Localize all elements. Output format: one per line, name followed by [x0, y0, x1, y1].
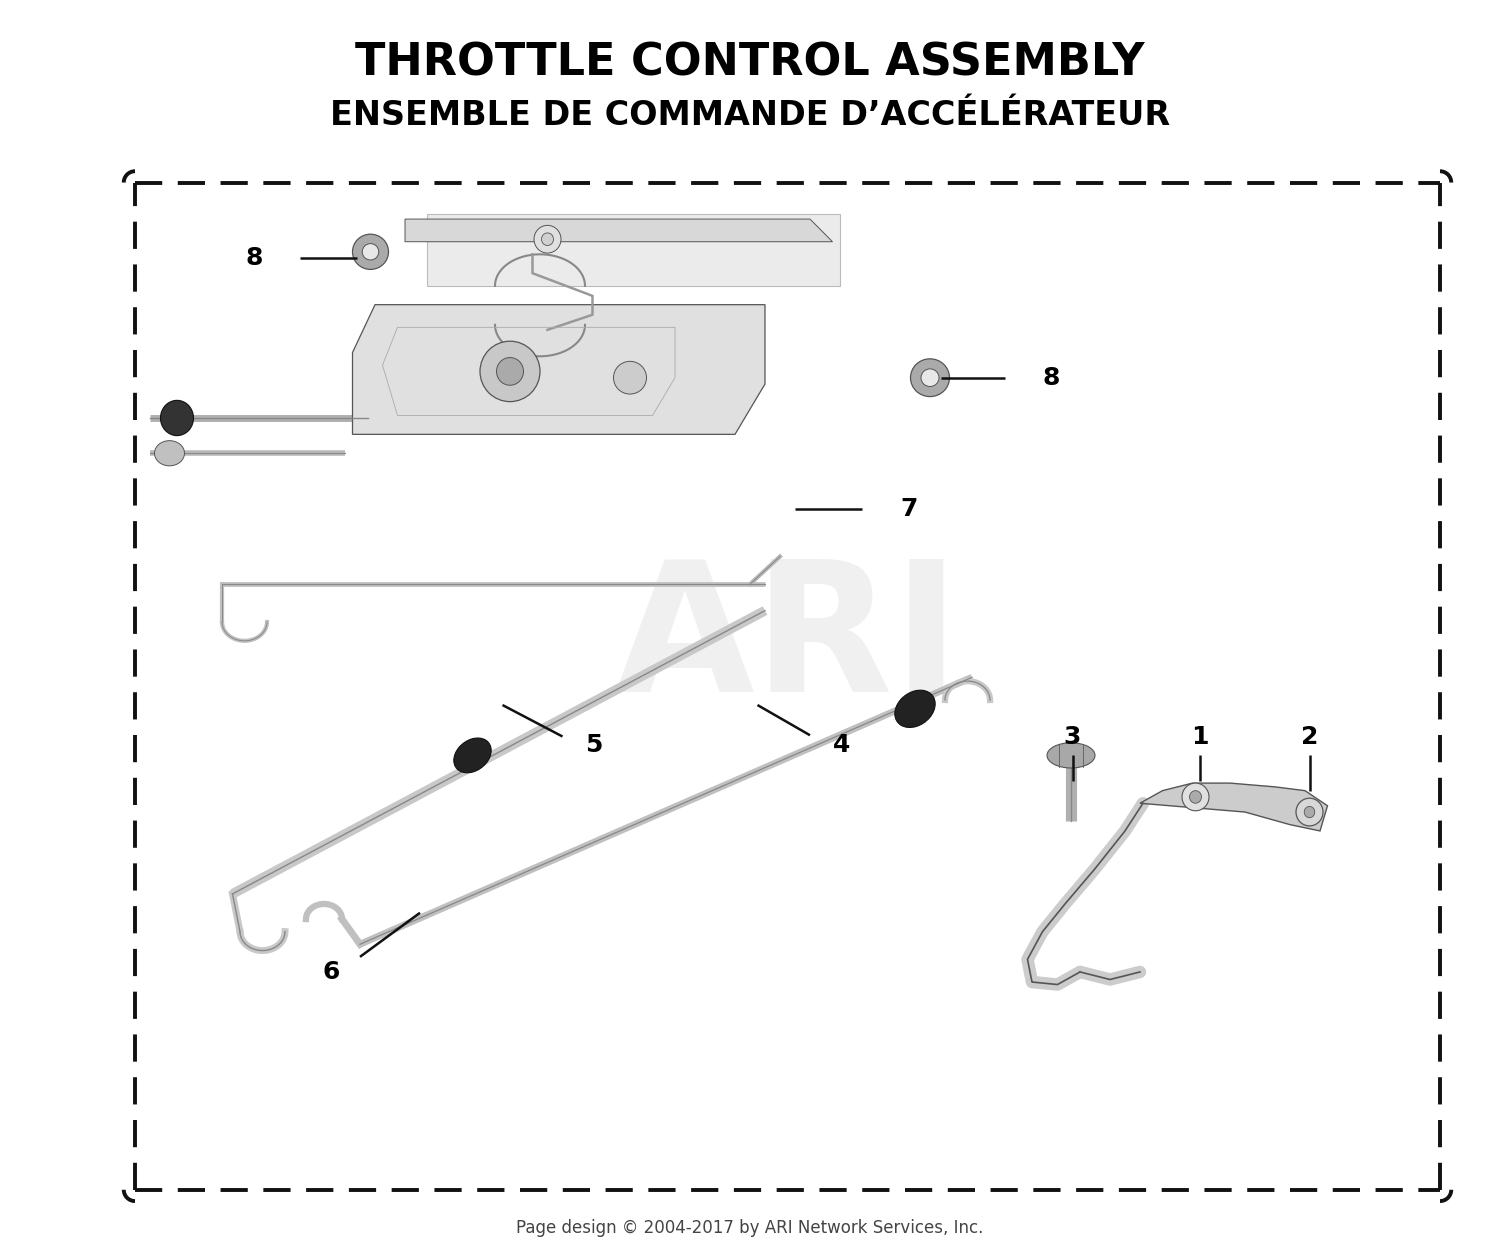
Text: 7: 7 — [900, 496, 918, 521]
Text: ENSEMBLE DE COMMANDE D’ACCÉLÉRATEUR: ENSEMBLE DE COMMANDE D’ACCÉLÉRATEUR — [330, 99, 1170, 132]
Ellipse shape — [921, 369, 939, 387]
Ellipse shape — [160, 400, 194, 436]
Ellipse shape — [496, 358, 523, 385]
Text: Page design © 2004-2017 by ARI Network Services, Inc.: Page design © 2004-2017 by ARI Network S… — [516, 1219, 984, 1236]
Ellipse shape — [1047, 743, 1095, 768]
Text: 8: 8 — [1042, 365, 1060, 390]
Ellipse shape — [363, 244, 378, 261]
Ellipse shape — [454, 738, 490, 773]
Polygon shape — [427, 214, 840, 286]
Text: 2: 2 — [1300, 724, 1318, 749]
Polygon shape — [1140, 783, 1328, 831]
Ellipse shape — [614, 361, 646, 394]
Ellipse shape — [1182, 783, 1209, 811]
Text: ARI: ARI — [615, 554, 960, 730]
Ellipse shape — [154, 441, 184, 466]
Text: 1: 1 — [1191, 724, 1209, 749]
Text: THROTTLE CONTROL ASSEMBLY: THROTTLE CONTROL ASSEMBLY — [356, 42, 1144, 84]
Text: 6: 6 — [322, 959, 340, 985]
Ellipse shape — [896, 690, 934, 728]
Polygon shape — [405, 219, 832, 242]
Ellipse shape — [542, 233, 554, 246]
Ellipse shape — [534, 225, 561, 253]
Text: 4: 4 — [833, 733, 850, 758]
Ellipse shape — [1296, 798, 1323, 826]
Ellipse shape — [1304, 807, 1314, 818]
Ellipse shape — [352, 234, 388, 269]
Text: 3: 3 — [1064, 724, 1082, 749]
Ellipse shape — [1190, 791, 1202, 803]
Text: 8: 8 — [244, 246, 262, 271]
Polygon shape — [352, 305, 765, 434]
Ellipse shape — [480, 341, 540, 402]
Ellipse shape — [910, 359, 950, 397]
Text: 5: 5 — [585, 733, 603, 758]
